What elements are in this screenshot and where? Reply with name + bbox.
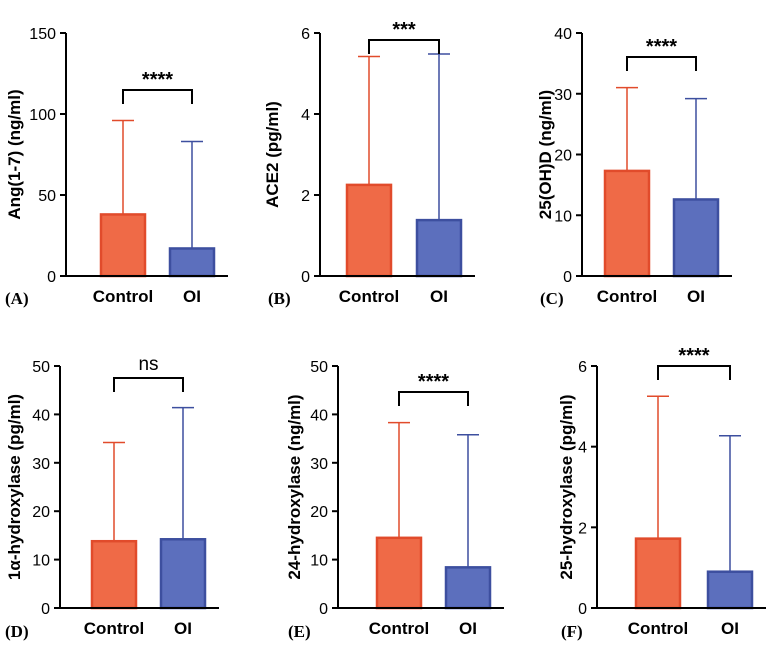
panel-label: (F) (561, 622, 583, 641)
panel-label: (B) (268, 289, 291, 308)
x-tick-label: Control (628, 619, 688, 638)
significance-bracket (122, 89, 193, 104)
panel-d: Control OI 0 10 20 30 40 50 1α-hydroxylase (pg/m… (5, 354, 219, 641)
y-tick-label: 20 (554, 148, 572, 165)
y-tick-label: 20 (32, 504, 50, 521)
oi-bar (168, 247, 216, 278)
y-axis-label: ACE2 (pg/ml) (263, 101, 282, 208)
y-tick-label: 0 (301, 269, 310, 286)
significance-label: *** (392, 19, 416, 41)
panel-label: (E) (288, 622, 311, 641)
panel-label: (D) (5, 622, 29, 641)
oi-bar (672, 198, 720, 278)
y-tick-label: 0 (578, 601, 587, 618)
significance-label: **** (142, 69, 173, 91)
y-tick-label: 40 (310, 407, 328, 424)
panel-label: (C) (540, 289, 564, 308)
oi-bar (706, 570, 754, 610)
y-axis-label: 24-hydroxylase (ng/ml) (285, 394, 304, 579)
y-tick-label: 30 (554, 87, 572, 104)
y-axis-label: 25-hydroxylase (pg/ml) (557, 394, 576, 579)
significance-bracket (657, 365, 731, 380)
y-axis-label: Ang(1-7) (ng/ml) (5, 89, 24, 219)
y-tick-label: 6 (578, 359, 587, 376)
y-tick-label: 100 (29, 107, 56, 124)
y-tick-label: 4 (301, 107, 310, 124)
x-tick-label: Control (93, 287, 153, 306)
y-tick-label: 50 (32, 359, 50, 376)
y-tick-label: 30 (310, 456, 328, 473)
y-tick-label: 40 (554, 26, 572, 43)
significance-bracket (626, 56, 697, 71)
y-tick-label: 2 (578, 520, 587, 537)
control-bar (90, 539, 138, 610)
significance-bracket (398, 391, 469, 406)
x-tick-label: Control (84, 619, 144, 638)
y-tick-label: 50 (38, 188, 56, 205)
x-tick-label: OI (430, 287, 448, 306)
x-tick-label: Control (369, 619, 429, 638)
y-tick-label: 10 (554, 208, 572, 225)
y-axis-label: 1α-hydroxylase (pg/ml) (5, 394, 24, 580)
y-tick-label: 4 (578, 440, 587, 457)
panel-f: Control OI 0 2 4 6 25-hydroxylase (pg/ml) **** (… (557, 345, 766, 641)
significance-label: **** (678, 345, 709, 367)
x-tick-label: OI (687, 287, 705, 306)
x-tick-label: Control (597, 287, 657, 306)
y-tick-label: 50 (310, 359, 328, 376)
panel-a: Control OI 0 50 100 150 Ang(1-7) (ng/ml) **** (A… (5, 26, 228, 308)
significance-label: ns (138, 354, 158, 375)
control-bar (345, 183, 393, 278)
x-tick-label: OI (721, 619, 739, 638)
significance-bracket (368, 39, 440, 54)
control-bar (603, 169, 651, 278)
oi-bar (444, 566, 492, 610)
panel-label: (A) (5, 289, 29, 308)
x-tick-label: OI (174, 619, 192, 638)
significance-label: **** (418, 371, 449, 393)
panel-e: Control OI 0 10 20 30 40 50 24-hydroxylase (ng/m… (285, 359, 504, 641)
panel-c: Control OI 0 10 20 30 40 25(OH)D (ng/ml) **** (C) (536, 26, 732, 308)
y-tick-label: 0 (319, 601, 328, 618)
y-tick-label: 2 (301, 188, 310, 205)
y-tick-label: 40 (32, 407, 50, 424)
significance-label: **** (646, 36, 677, 58)
x-tick-label: Control (339, 287, 399, 306)
y-tick-label: 0 (563, 269, 572, 286)
oi-bar (159, 538, 207, 610)
panel-b: Control OI 0 2 4 6 ACE2 (pg/ml) *** (B) (263, 19, 475, 308)
x-tick-label: OI (459, 619, 477, 638)
y-tick-label: 0 (41, 601, 50, 618)
x-tick-label: OI (183, 287, 201, 306)
control-bar (99, 213, 147, 278)
y-tick-label: 20 (310, 504, 328, 521)
y-tick-label: 0 (47, 269, 56, 286)
y-tick-label: 30 (32, 456, 50, 473)
control-bar (375, 536, 423, 610)
y-axis-label: 25(OH)D (ng/ml) (536, 90, 555, 219)
control-bar (634, 537, 682, 610)
y-tick-label: 10 (310, 553, 328, 570)
oi-bar (415, 218, 463, 278)
y-tick-label: 6 (301, 26, 310, 43)
y-tick-label: 150 (29, 26, 56, 43)
y-tick-label: 10 (32, 553, 50, 570)
significance-bracket (113, 377, 184, 392)
